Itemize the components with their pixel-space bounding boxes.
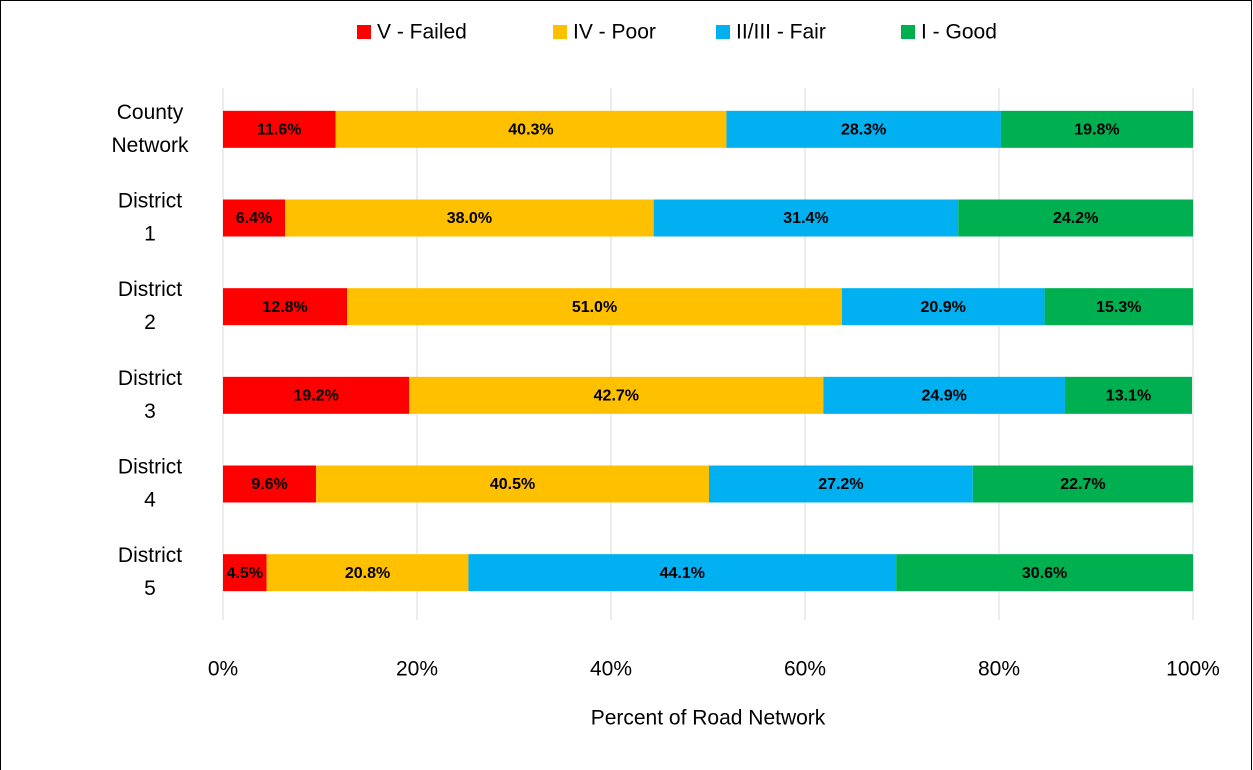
bar-segment bbox=[726, 110, 1001, 148]
data-label: 28.3% bbox=[841, 122, 886, 139]
data-label: 22.7% bbox=[1060, 476, 1105, 493]
data-label: 44.1% bbox=[660, 565, 705, 582]
bar-segment bbox=[1064, 376, 1193, 414]
data-label: 19.8% bbox=[1074, 122, 1119, 139]
y-tick-label: District 2 bbox=[118, 278, 182, 334]
data-label: 13.1% bbox=[1106, 388, 1151, 405]
bar-segment bbox=[958, 199, 1193, 237]
data-label: 38.0% bbox=[447, 210, 492, 227]
x-tick-label: 80% bbox=[978, 658, 1020, 681]
data-label: 9.6% bbox=[251, 476, 287, 493]
data-label: 19.2% bbox=[293, 388, 338, 405]
legend-label: IV - Poor bbox=[573, 21, 656, 44]
data-label: 6.4% bbox=[236, 210, 272, 227]
data-label: 42.7% bbox=[594, 388, 639, 405]
bar-segment bbox=[223, 199, 286, 237]
data-label: 51.0% bbox=[572, 299, 617, 316]
x-tick-label: 20% bbox=[396, 658, 438, 681]
bar-segment bbox=[1044, 288, 1193, 326]
data-label: 4.5% bbox=[227, 565, 263, 582]
x-axis-title: Percent of Road Network bbox=[591, 707, 826, 730]
data-label: 24.2% bbox=[1053, 210, 1098, 227]
legend-swatch bbox=[357, 25, 371, 39]
legend-swatch bbox=[716, 25, 730, 39]
bar-segment bbox=[223, 376, 410, 414]
x-tick-label: 60% bbox=[784, 658, 826, 681]
bar-segment bbox=[1000, 110, 1193, 148]
x-tick-label: 100% bbox=[1166, 658, 1220, 681]
bar-segment bbox=[223, 465, 317, 503]
bar-segment bbox=[223, 554, 267, 592]
y-tick-label: District 3 bbox=[118, 366, 182, 422]
data-label: 15.3% bbox=[1096, 299, 1141, 316]
bar-segment bbox=[708, 465, 973, 503]
legend-label: I - Good bbox=[921, 21, 997, 44]
bar-segment bbox=[223, 288, 348, 326]
bar-segment bbox=[823, 376, 1065, 414]
data-label: 24.9% bbox=[922, 388, 967, 405]
legend-swatch bbox=[901, 25, 915, 39]
data-label: 20.8% bbox=[345, 565, 390, 582]
bar-segment bbox=[285, 199, 654, 237]
legend-label: II/III - Fair bbox=[736, 21, 826, 44]
bar-segment bbox=[335, 110, 727, 148]
x-tick-label: 0% bbox=[208, 658, 238, 681]
data-label: 20.9% bbox=[921, 299, 966, 316]
bar-segment bbox=[653, 199, 959, 237]
bar-segment bbox=[266, 554, 469, 592]
bar-segment bbox=[896, 554, 1193, 592]
bar-segment bbox=[316, 465, 709, 503]
bar-segment bbox=[223, 110, 336, 148]
legend-swatch bbox=[553, 25, 567, 39]
bar-segment bbox=[347, 288, 842, 326]
legend-label: V - Failed bbox=[377, 21, 467, 44]
data-label: 31.4% bbox=[783, 210, 828, 227]
y-tick-label: District 1 bbox=[118, 189, 182, 245]
data-label: 40.3% bbox=[508, 122, 553, 139]
bar-segment bbox=[409, 376, 824, 414]
bar-segment bbox=[468, 554, 897, 592]
y-tick-label: County Network bbox=[111, 100, 189, 156]
bar-segment bbox=[972, 465, 1193, 503]
y-tick-label: District 4 bbox=[118, 455, 182, 511]
data-label: 40.5% bbox=[490, 476, 535, 493]
data-label: 27.2% bbox=[818, 476, 863, 493]
data-label: 11.6% bbox=[257, 122, 301, 139]
y-tick-label: District 5 bbox=[118, 544, 182, 600]
data-label: 12.8% bbox=[262, 299, 307, 316]
bar-segment bbox=[841, 288, 1045, 326]
data-label: 30.6% bbox=[1022, 565, 1067, 582]
x-tick-label: 40% bbox=[590, 658, 632, 681]
